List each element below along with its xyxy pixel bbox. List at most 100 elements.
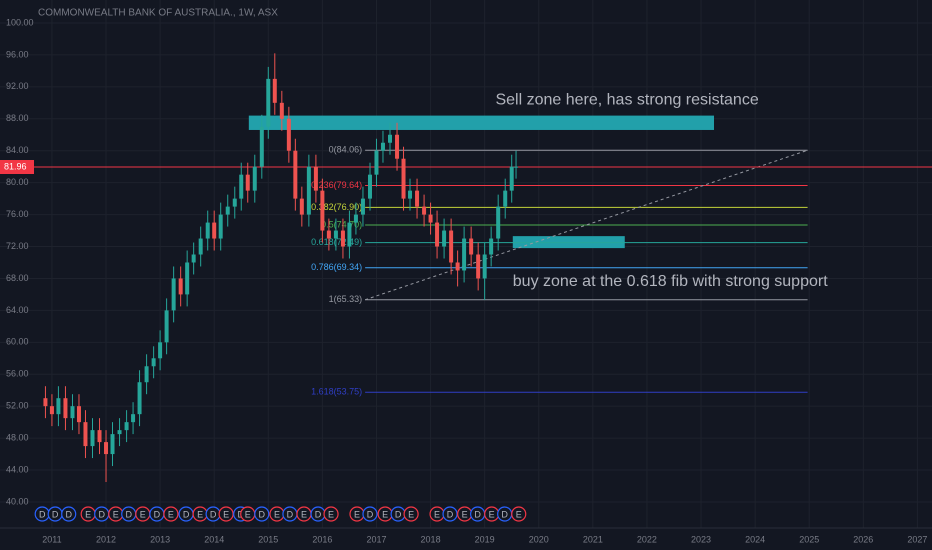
fib-label: 0.618(72.49) [311,237,362,247]
candle-body [449,230,454,263]
event-marker [61,506,77,522]
candle-body [435,222,440,247]
event-label: D [367,509,374,519]
y-tick-label: 68.00 [6,273,29,283]
x-tick-label: 2023 [691,534,711,544]
candle-body [333,230,338,239]
event-label: D [210,509,217,519]
x-tick-label: 2022 [637,534,657,544]
candle-body [503,190,508,207]
x-tick-label: 2019 [475,534,495,544]
candle-body [374,150,379,175]
event-label: E [462,509,468,519]
event-label: E [113,509,119,519]
event-label: E [274,509,280,519]
zone [248,115,715,130]
event-label: D [315,509,322,519]
candle-body [43,398,48,407]
x-tick-label: 2011 [42,534,61,544]
candle-body [415,190,420,207]
y-tick-label: 64.00 [6,305,29,315]
candle-body [97,430,102,443]
candle-body [205,222,210,239]
event-label: D [39,509,46,519]
candle-body [360,198,365,215]
candle-body [259,126,264,167]
event-label: D [259,509,266,519]
candle-body [225,206,230,215]
event-marker [362,506,378,522]
candle-body [367,174,372,199]
candle-body [239,174,244,199]
candle-body [428,214,433,223]
event-label: E [382,509,388,519]
fib-label: 0(84.06) [329,145,363,155]
candle-body [70,406,75,419]
event-label: D [154,509,161,519]
x-tick-label: 2024 [745,534,765,544]
x-tick-label: 2014 [204,534,224,544]
candle-body [266,78,271,127]
y-tick-label: 40.00 [6,496,29,506]
event-label: E [245,509,251,519]
candle-body [462,238,467,271]
event-label: D [125,509,132,519]
candle-body [299,198,304,215]
event-label: E [301,509,307,519]
x-tick-label: 2021 [583,534,603,544]
annotation: Sell zone here, has strong resistance [495,92,758,109]
candle-body [476,254,481,279]
candle-body [482,254,487,279]
y-tick-label: 56.00 [6,369,29,379]
chart-title: COMMONWEALTH BANK OF AUSTRALIA., 1W, ASX [38,8,278,19]
event-marker [442,506,458,522]
candle-body [158,342,163,359]
y-tick-label: 44.00 [6,464,29,474]
event-label: D [474,509,481,519]
candle-body [340,230,345,247]
y-tick-label: 72.00 [6,241,29,251]
event-label: E [434,509,440,519]
x-tick-label: 2017 [366,534,386,544]
candle-body [279,102,284,119]
candle-body [395,134,400,159]
candle-body [353,214,358,223]
candle-body [137,382,142,415]
x-tick-label: 2016 [312,534,332,544]
event-label: D [52,509,59,519]
fib-label: 0.382(76.90) [311,202,362,212]
candle-body [380,142,385,151]
event-marker [511,506,527,522]
candle-body [151,358,156,367]
x-tick-label: 2012 [96,534,116,544]
fib-label: 0.786(69.34) [311,262,362,272]
event-marker [163,506,179,522]
candle-body [313,166,318,191]
candle-body [245,174,250,191]
candle-body [76,406,81,423]
event-label: E [85,509,91,519]
candle-body [232,198,237,207]
candle-body [293,150,298,199]
fib-label: 0.5(74.70) [321,219,362,229]
candle-body [286,118,291,151]
y-tick-label: 88.00 [6,113,29,123]
candle-body [469,238,474,255]
candle-body [408,190,413,199]
candle-body [326,230,331,239]
candle-body [509,166,514,191]
candle-body [489,238,494,255]
candle-body [164,310,169,343]
candle-body [104,442,109,455]
candle-body [63,398,68,419]
y-tick-label: 84.00 [6,145,29,155]
candle-body [185,262,190,295]
event-marker [218,506,234,522]
candle-body [198,238,203,255]
candle-body [442,230,447,247]
x-tick-label: 2020 [529,534,549,544]
event-label: E [168,509,174,519]
y-tick-label: 92.00 [6,81,29,91]
event-label: E [354,509,360,519]
candle-body [131,414,136,423]
